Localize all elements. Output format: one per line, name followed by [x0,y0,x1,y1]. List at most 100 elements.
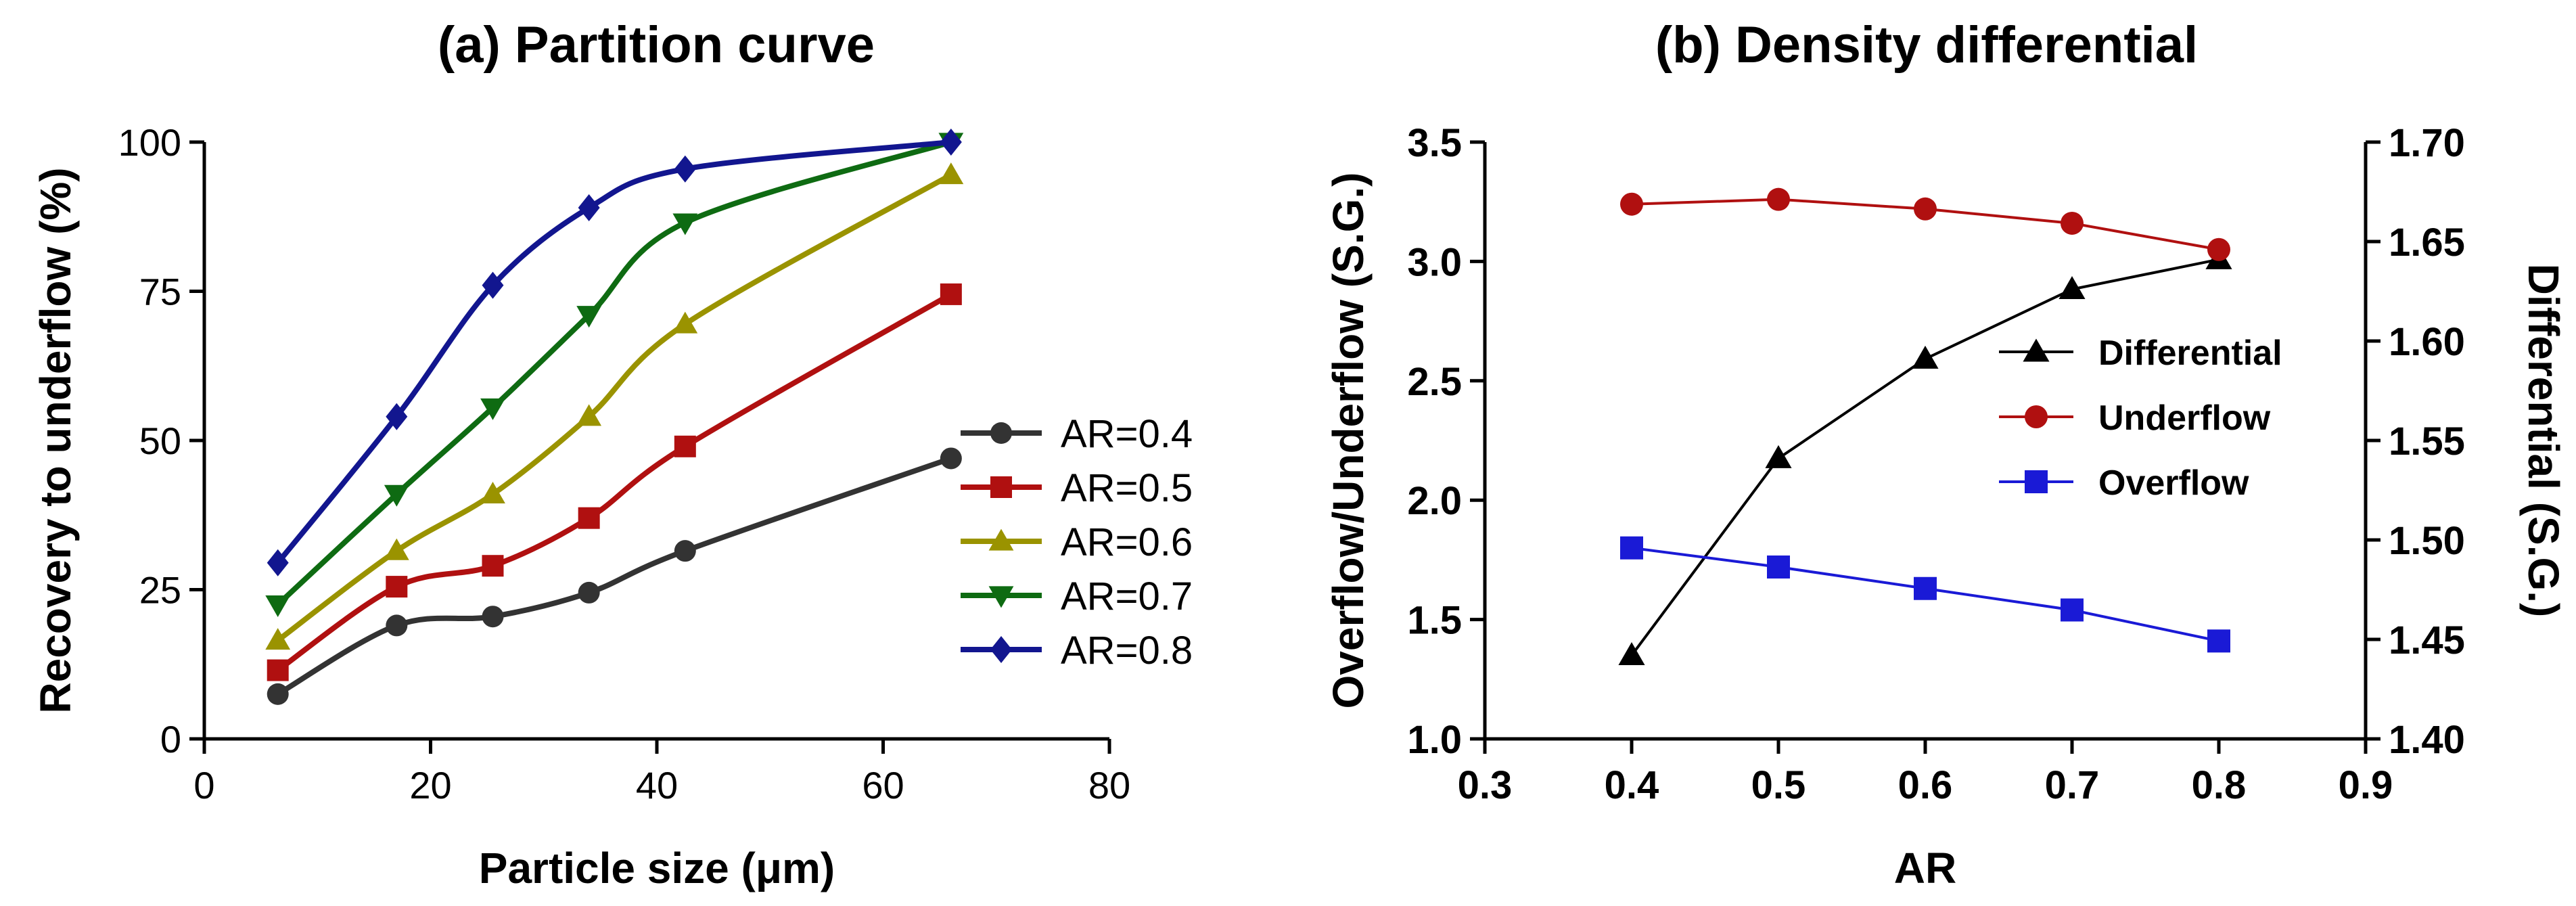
y-tick-label: 50 [139,420,181,462]
legend-label: Underflow [2098,399,2271,438]
legend-marker [988,586,1014,608]
legend-label: AR=0.4 [1061,412,1193,456]
data-point [1914,197,1937,221]
y-tick-label: 0 [160,718,181,761]
data-point [674,155,696,183]
data-point [672,311,698,334]
data-point [480,398,505,420]
data-point [2061,211,2084,235]
data-point [482,555,504,577]
x-tick-label: 0.3 [1458,763,1513,807]
chart-title: (b) Density differential [1655,16,2198,74]
data-point [576,306,602,328]
x-axis-label: Particle size (μm) [479,844,835,892]
right-y-tick-label: 1.50 [2389,519,2465,563]
data-point [2207,237,2230,261]
chart-title: (a) Partition curve [438,16,875,74]
data-point [265,628,291,650]
legend-marker [990,636,1012,663]
data-point [938,162,964,185]
series-line [276,455,952,697]
data-point [1912,345,1939,369]
data-point [674,435,696,457]
data-point [482,271,504,299]
left-y-tick-label: 1.5 [1407,599,1462,643]
left-y-tick-label: 3.5 [1407,121,1462,165]
y-tick-label: 100 [118,121,181,164]
right-y-tick-label: 1.65 [2389,221,2465,265]
data-point [578,581,600,604]
left-y-axis-label: Overflow/Underflow (S.G.) [1324,173,1373,709]
data-point [576,404,602,426]
legend-label: AR=0.7 [1061,574,1193,618]
data-point [940,447,962,470]
data-point [578,507,600,529]
left-y-tick-label: 2.0 [1407,479,1462,523]
x-tick-label: 20 [409,764,451,807]
right-y-tick-label: 1.55 [2389,420,2465,463]
panel-b-density-differential: (b) Density differential 1.0 1.5 2.0 2.5 3.0 3… [1324,16,2568,892]
data-point [1618,641,1645,665]
data-point [578,194,600,222]
y-tick-label: 75 [139,271,181,313]
data-point [386,403,408,430]
data-point [267,659,289,681]
right-y-tick-label: 1.70 [2389,121,2465,165]
data-point [1767,187,1790,211]
data-point [482,606,504,628]
data-point [386,614,408,637]
left-y-tick-label: 1.0 [1407,718,1462,762]
x-tick-label: 40 [636,764,678,807]
data-point [386,576,408,598]
legend-label: Overflow [2098,463,2249,503]
legend-marker [2023,338,2050,362]
data-point [940,129,962,156]
right-y-tick-label: 1.40 [2389,718,2465,762]
series-line [276,173,952,643]
panel-a-partition-curve: (a) Partition curve 0 25 50 75 100 0 20 40 60 80 Pa… [31,16,1193,892]
data-point [267,549,289,576]
data-point [1767,555,1790,579]
x-axis-label: AR [1894,844,1956,892]
legend-marker [990,476,1012,498]
series-line [275,139,952,565]
series-line [276,292,952,673]
data-point [1914,576,1937,600]
legend-label: Differential [2098,334,2282,373]
left-y-tick-label: 3.0 [1407,240,1462,284]
left-y-tick-label: 2.5 [1407,360,1462,404]
x-tick-label: 60 [862,764,904,807]
x-tick-label: 0.5 [1751,763,1806,807]
data-point [267,683,289,705]
right-y-tick-label: 1.60 [2389,320,2465,364]
data-point [1765,445,1792,468]
right-y-axis-label: Differential (S.G.) [2519,264,2568,618]
data-point [940,283,962,305]
x-tick-label: 0.6 [1898,763,1953,807]
legend-marker [988,528,1014,551]
legend-marker [2025,405,2048,428]
series-line [275,139,952,607]
data-point [2061,598,2084,622]
data-point [672,213,698,235]
x-tick-label: 80 [1088,764,1130,807]
legend-label: AR=0.8 [1061,629,1193,673]
right-y-tick-label: 1.45 [2389,618,2465,662]
data-point [1620,192,1643,216]
data-point [2207,629,2230,653]
x-tick-label: 0.9 [2339,763,2393,807]
y-tick-label: 25 [139,569,181,612]
x-tick-label: 0 [193,764,214,807]
legend-label: AR=0.5 [1061,466,1193,510]
x-tick-label: 0.4 [1605,763,1659,807]
legend-marker [2025,470,2048,493]
data-point [1620,536,1643,560]
data-point [265,595,291,617]
legend-marker [990,422,1012,444]
y-axis-label: Recovery to underflow (%) [31,167,80,713]
x-tick-label: 0.7 [2045,763,2100,807]
data-point [384,538,409,560]
legend-label: AR=0.6 [1061,520,1193,564]
x-tick-label: 0.8 [2192,763,2247,807]
